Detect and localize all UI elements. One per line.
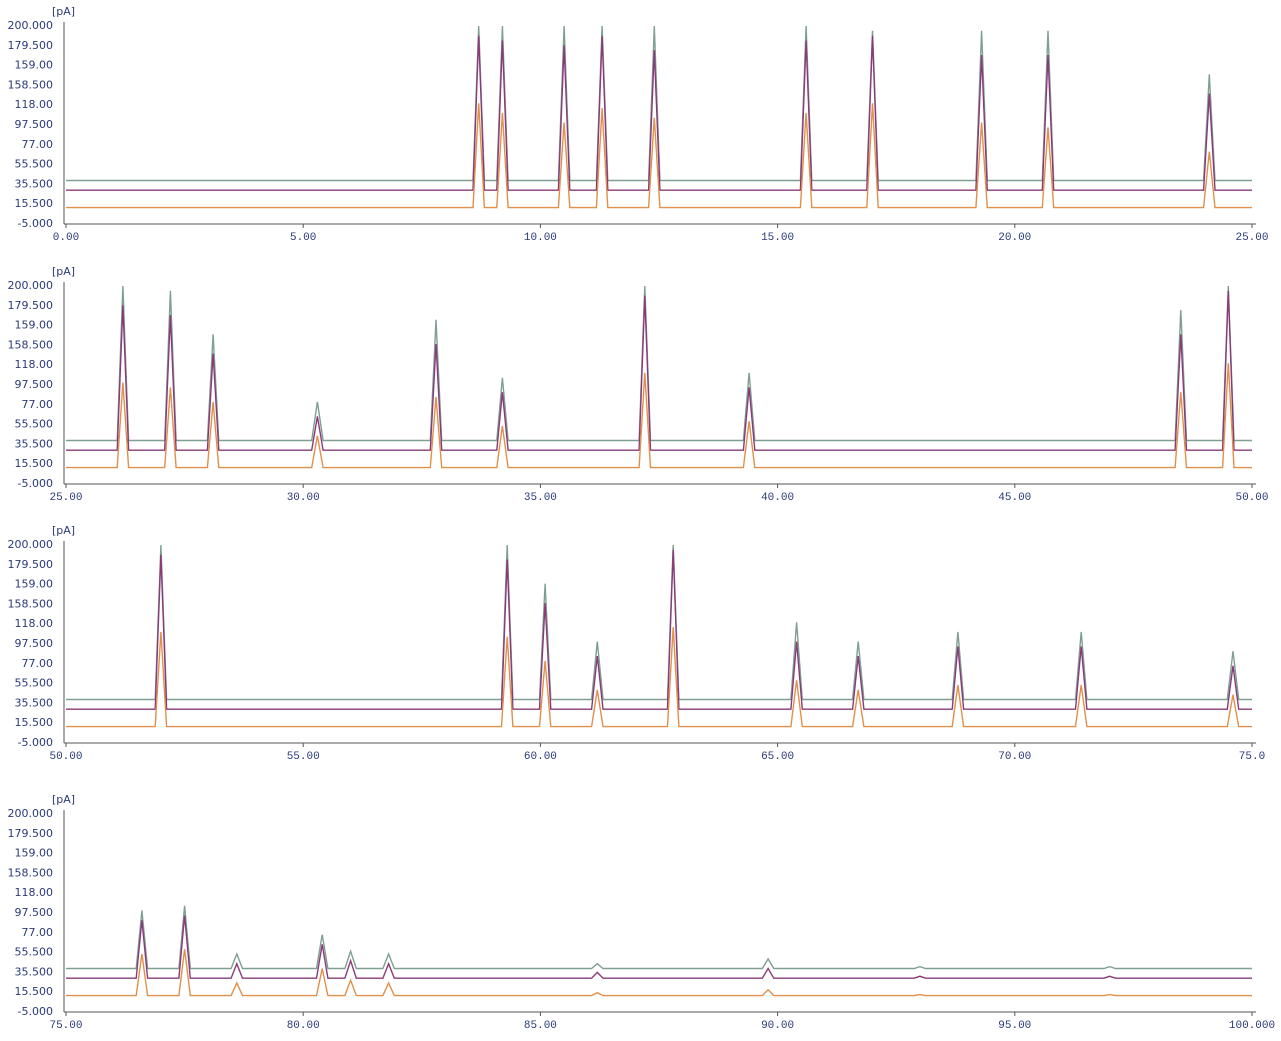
y-tick-label: 55.500: [15, 946, 54, 959]
x-tick-label: 65.00: [761, 751, 794, 763]
y-tick-label: 97.500: [15, 118, 54, 131]
y-tick-label: 77.00: [22, 926, 54, 939]
x-tick-label: 60.00: [524, 751, 557, 763]
y-tick-label: 35.500: [15, 177, 54, 190]
y-tick-label: 55.500: [15, 418, 54, 431]
x-tick-label: 95.00: [998, 1020, 1031, 1032]
y-tick-label: 35.500: [15, 696, 54, 709]
x-tick-label: 50.00: [1235, 492, 1268, 504]
y-tick-label: 55.500: [15, 158, 54, 171]
y-tick-label: 118.00: [15, 886, 54, 899]
y-axis-label: [pA]: [52, 265, 75, 278]
y-tick-label: 158.500: [8, 338, 54, 351]
x-tick-label: 25.00: [49, 492, 82, 504]
y-tick-label: 179.500: [8, 558, 54, 571]
x-tick-label: 50.00: [49, 751, 82, 763]
trace: [66, 103, 1252, 209]
y-tick-label: 77.00: [22, 657, 54, 670]
y-tick-label: 158.500: [8, 866, 54, 879]
x-tick-label: 10.00: [524, 232, 557, 244]
trace: [66, 627, 1252, 728]
y-tick-label: 15.500: [15, 457, 54, 470]
y-tick-label: 15.500: [15, 985, 54, 998]
y-tick-label: 159.00: [15, 59, 54, 72]
x-tick-label: 15.00: [761, 232, 794, 244]
y-tick-label: 159.00: [15, 319, 54, 332]
y-tick-label: 35.500: [15, 437, 54, 450]
y-tick-label: 15.500: [15, 197, 54, 210]
y-axis-label: [pA]: [52, 524, 75, 537]
x-tick-label: 90.00: [761, 1020, 794, 1032]
x-tick-label: 75.00: [49, 1020, 82, 1032]
y-tick-label: 118.00: [15, 358, 54, 371]
trace: [66, 905, 1252, 970]
y-tick-label: 158.500: [8, 78, 54, 91]
x-tick-label: 80.00: [287, 1020, 320, 1032]
y-tick-label: -5.000: [18, 477, 53, 490]
y-tick-label: 55.500: [15, 677, 54, 690]
x-tick-label: 70.00: [998, 751, 1031, 763]
y-tick-label: 200.000: [8, 807, 54, 820]
y-tick-label: 15.500: [15, 716, 54, 729]
y-tick-label: -5.000: [18, 1005, 53, 1018]
trace: [66, 544, 1252, 701]
x-tick-label: 40.00: [761, 492, 794, 504]
x-tick-label: 100.000: [1229, 1020, 1275, 1032]
x-tick-label: 0.00: [53, 232, 79, 244]
trace: [66, 285, 1252, 442]
y-tick-label: 179.500: [8, 299, 54, 312]
trace: [66, 35, 1252, 191]
x-tick-label: 30.00: [287, 492, 320, 504]
x-tick-label: 55.00: [287, 751, 320, 763]
trace: [66, 915, 1252, 979]
x-tick-label: 5.00: [290, 232, 316, 244]
trace: [66, 949, 1252, 997]
y-tick-label: 159.00: [15, 847, 54, 860]
panel: [pA]200.000 179.500 159.00 158.500 118.00 97.…: [8, 793, 1276, 1032]
y-tick-label: 35.500: [15, 965, 54, 978]
x-tick-label: 20.00: [998, 232, 1031, 244]
y-tick-label: 77.00: [22, 398, 54, 411]
y-axis-label: [pA]: [52, 5, 75, 18]
y-axis-label: [pA]: [52, 793, 75, 806]
x-tick-label: 45.00: [998, 492, 1031, 504]
trace: [66, 549, 1252, 710]
y-tick-label: 118.00: [15, 617, 54, 630]
y-tick-label: 159.00: [15, 578, 54, 591]
y-tick-label: -5.000: [18, 736, 53, 749]
panel: [pA]200.000 179.500 159.00 158.500 118.00 97.…: [8, 265, 1269, 504]
y-tick-label: 77.00: [22, 138, 54, 151]
y-tick-label: 200.000: [8, 19, 54, 32]
trace: [66, 363, 1252, 469]
panel: [pA]200.000 179.500 159.00 158.500 118.00 97.…: [8, 5, 1269, 244]
x-tick-label: 85.00: [524, 1020, 557, 1032]
y-tick-label: 158.500: [8, 597, 54, 610]
x-tick-label: 25.00: [1235, 232, 1268, 244]
y-tick-label: 97.500: [15, 637, 54, 650]
y-tick-label: 97.500: [15, 906, 54, 919]
y-tick-label: 179.500: [8, 827, 54, 840]
y-tick-label: 179.500: [8, 39, 54, 52]
y-tick-label: 200.000: [8, 538, 54, 551]
y-tick-label: -5.000: [18, 217, 53, 230]
y-tick-label: 118.00: [15, 98, 54, 111]
panel: [pA]200.000 179.500 159.00 158.500 118.00 97.…: [8, 524, 1266, 763]
x-tick-label: 35.00: [524, 492, 557, 504]
y-tick-label: 200.000: [8, 279, 54, 292]
trace: [66, 290, 1252, 451]
y-tick-label: 97.500: [15, 378, 54, 391]
x-tick-label: 75.0: [1239, 751, 1265, 763]
